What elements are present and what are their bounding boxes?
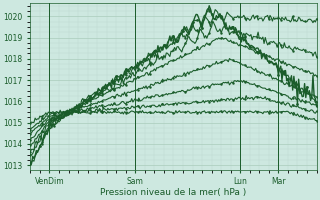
X-axis label: Pression niveau de la mer( hPa ): Pression niveau de la mer( hPa ) [100, 188, 247, 197]
